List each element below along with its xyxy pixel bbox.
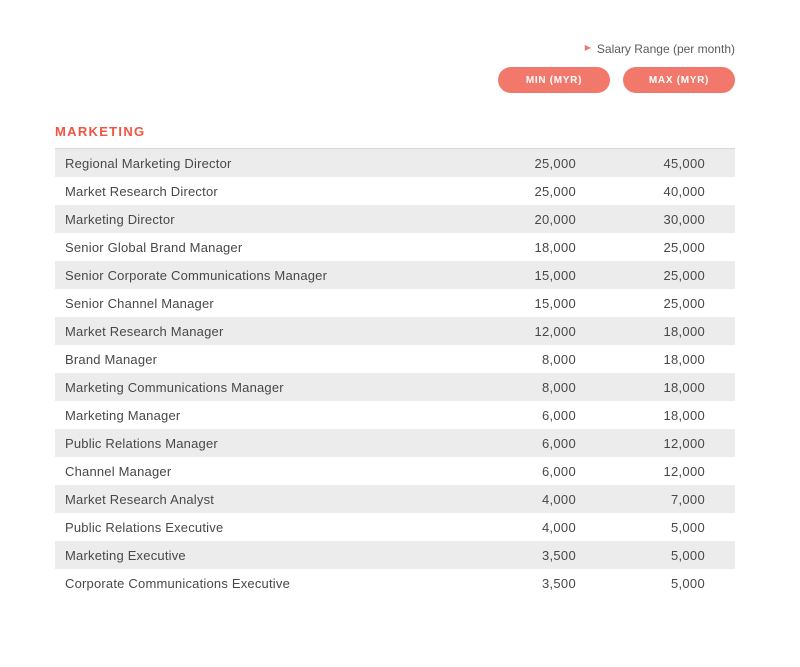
max-salary-value: 18,000 — [663, 323, 705, 339]
min-salary-value: 15,000 — [534, 267, 576, 283]
max-salary-value: 25,000 — [663, 239, 705, 255]
job-title-label: Brand Manager — [65, 351, 158, 367]
column-header-buttons: MIN (MYR) MAX (MYR) — [55, 67, 735, 93]
min-salary-value: 18,000 — [534, 239, 576, 255]
min-salary-value: 6,000 — [541, 463, 576, 479]
table-row: Public Relations Executive 4,000 5,000 — [55, 513, 735, 541]
table-row: Market Research Analyst 4,000 7,000 — [55, 485, 735, 513]
max-salary-value: 7,000 — [670, 491, 705, 507]
table-row: Channel Manager 6,000 12,000 — [55, 457, 735, 485]
max-salary-value: 25,000 — [663, 295, 705, 311]
min-salary-value: 3,500 — [541, 575, 576, 591]
job-title-label: Senior Global Brand Manager — [65, 239, 243, 255]
salary-range-legend: ▶ Salary Range (per month) — [55, 42, 735, 56]
salary-table-body: Regional Marketing Director 25,000 45,00… — [55, 149, 735, 597]
table-row: Senior Corporate Communications Manager … — [55, 261, 735, 289]
max-salary-value: 5,000 — [670, 547, 705, 563]
max-salary-value: 18,000 — [663, 407, 705, 423]
job-title-label: Market Research Analyst — [65, 491, 215, 507]
max-salary-value: 18,000 — [663, 379, 705, 395]
min-salary-value: 3,500 — [541, 547, 576, 563]
job-title-label: Marketing Director — [65, 211, 175, 227]
job-title-label: Public Relations Executive — [65, 519, 224, 535]
salary-table-content: ▶ Salary Range (per month) MIN (MYR) MAX… — [55, 42, 735, 597]
max-salary-value: 12,000 — [663, 435, 705, 451]
table-row: Regional Marketing Director 25,000 45,00… — [55, 149, 735, 177]
legend-label: Salary Range (per month) — [596, 42, 735, 56]
table-row: Marketing Director 20,000 30,000 — [55, 205, 735, 233]
table-row: Senior Channel Manager 15,000 25,000 — [55, 289, 735, 317]
section-title-marketing: MARKETING — [55, 124, 735, 149]
max-salary-value: 5,000 — [670, 519, 705, 535]
job-title-label: Senior Corporate Communications Manager — [65, 267, 328, 283]
table-row: Brand Manager 8,000 18,000 — [55, 345, 735, 373]
min-salary-value: 4,000 — [541, 519, 576, 535]
job-title-label: Channel Manager — [65, 463, 172, 479]
min-myr-button[interactable]: MIN (MYR) — [498, 67, 610, 93]
min-salary-value: 12,000 — [534, 323, 576, 339]
table-row: Market Research Director 25,000 40,000 — [55, 177, 735, 205]
table-row: Public Relations Manager 6,000 12,000 — [55, 429, 735, 457]
min-salary-value: 25,000 — [534, 155, 576, 171]
min-salary-value: 6,000 — [541, 435, 576, 451]
job-title-label: Senior Channel Manager — [65, 295, 214, 311]
job-title-label: Marketing Communications Manager — [65, 379, 284, 395]
table-row: Marketing Communications Manager 8,000 1… — [55, 373, 735, 401]
max-salary-value: 25,000 — [663, 267, 705, 283]
min-salary-value: 25,000 — [534, 183, 576, 199]
max-salary-value: 12,000 — [663, 463, 705, 479]
min-salary-value: 4,000 — [541, 491, 576, 507]
job-title-label: Regional Marketing Director — [65, 155, 232, 171]
job-title-label: Market Research Director — [65, 183, 218, 199]
job-title-label: Marketing Executive — [65, 547, 186, 563]
table-row: Marketing Manager 6,000 18,000 — [55, 401, 735, 429]
table-row: Senior Global Brand Manager 18,000 25,00… — [55, 233, 735, 261]
job-title-label: Public Relations Manager — [65, 435, 218, 451]
max-salary-value: 5,000 — [670, 575, 705, 591]
table-row: Corporate Communications Executive 3,500… — [55, 569, 735, 597]
max-salary-value: 30,000 — [663, 211, 705, 227]
min-salary-value: 15,000 — [534, 295, 576, 311]
job-title-label: Corporate Communications Executive — [65, 575, 291, 591]
max-salary-value: 45,000 — [663, 155, 705, 171]
min-salary-value: 8,000 — [541, 379, 576, 395]
max-salary-value: 40,000 — [663, 183, 705, 199]
min-salary-value: 20,000 — [534, 211, 576, 227]
table-row: Market Research Manager 12,000 18,000 — [55, 317, 735, 345]
triangle-right-icon: ▶ — [584, 43, 591, 52]
min-salary-value: 8,000 — [541, 351, 576, 367]
table-row: Marketing Executive 3,500 5,000 — [55, 541, 735, 569]
job-title-label: Market Research Manager — [65, 323, 224, 339]
min-salary-value: 6,000 — [541, 407, 576, 423]
max-salary-value: 18,000 — [663, 351, 705, 367]
max-myr-button[interactable]: MAX (MYR) — [623, 67, 735, 93]
job-title-label: Marketing Manager — [65, 407, 181, 423]
